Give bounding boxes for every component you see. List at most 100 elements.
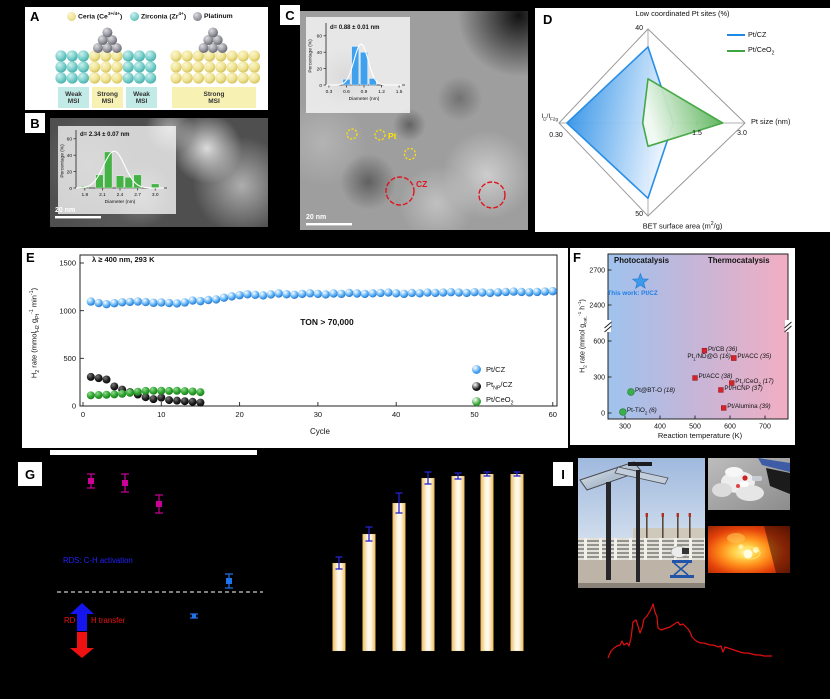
- thermo-point-label-3: Pt/ACC (38): [698, 372, 733, 380]
- y-tick-label: 0: [69, 186, 72, 192]
- data-point-PtCeO2: [157, 386, 166, 395]
- data-point-PtCZ: [211, 295, 221, 304]
- zirconia-atom: [122, 61, 134, 73]
- ceria-atom: [111, 72, 123, 84]
- zirconia-atom: [145, 61, 157, 73]
- data-point-PtNPCZ: [110, 382, 119, 391]
- legend-marker-icon: [472, 381, 481, 391]
- sky: [578, 458, 705, 538]
- axis-break-slash: [604, 325, 612, 333]
- zirconia-atom: [55, 61, 67, 73]
- axis-break-mask: [605, 320, 611, 332]
- railing-post: [584, 538, 587, 560]
- histogram-bar: [116, 175, 125, 189]
- bar: [421, 477, 435, 652]
- data-point-PtCZ: [251, 290, 260, 300]
- data-point-PtCeO2: [133, 387, 142, 396]
- cz-annotation: CZ: [416, 179, 427, 189]
- data-point-PtCZ: [313, 289, 323, 299]
- data-point-PtNPCZ: [141, 393, 150, 402]
- ceria-atom: [100, 61, 112, 73]
- bar: [480, 473, 494, 652]
- panel-b-labelbox: B: [25, 113, 45, 133]
- histogram-bar: [342, 79, 351, 86]
- panel-b-label: B: [30, 115, 40, 131]
- panel-g-label: G: [24, 466, 36, 482]
- legend-item-ceria: Ceria (Ce3+/4+): [67, 12, 122, 21]
- zirconia-atom: [77, 72, 89, 84]
- bar: [332, 562, 346, 652]
- platinum-sphere-icon: [193, 12, 202, 21]
- data-point-PtCZ: [117, 298, 127, 307]
- y-tick-label: 40: [67, 153, 73, 159]
- ceria-atom: [100, 72, 112, 84]
- platinum-cluster-atom: [217, 43, 228, 53]
- y-tick-label: 2700: [589, 267, 605, 274]
- zirconia-atom: [66, 61, 78, 73]
- ceria-sphere-icon: [67, 12, 76, 21]
- support-post: [606, 482, 611, 580]
- data-point-PtCZ: [243, 290, 252, 299]
- platinum-cluster-atom: [208, 43, 218, 53]
- railing-post: [614, 538, 617, 560]
- data-point-PtCZ: [478, 288, 487, 297]
- railing-post: [644, 538, 647, 560]
- x-tick-label: 20: [235, 410, 243, 419]
- data-point-PtCZ: [86, 297, 96, 306]
- bar: [451, 475, 465, 652]
- data-point-PtCeO2: [118, 389, 127, 398]
- pt-cluster-circle: [346, 128, 358, 140]
- thermo-data-point: [729, 380, 735, 386]
- data-point-PtCZ: [290, 290, 299, 300]
- inset-title: d= 2.34 ± 0.07 nm: [80, 132, 130, 138]
- panel-b-scalebar: 20 nm: [55, 207, 101, 219]
- x-tick-label: 500: [689, 424, 701, 431]
- panel-c-annotations: 20 nm Pt CZ: [306, 128, 506, 226]
- histogram-bar: [351, 46, 360, 86]
- data-point-PtCZ: [141, 297, 150, 307]
- foil-highlight: [725, 467, 743, 477]
- data-point-PtCeO2: [196, 388, 205, 397]
- histogram-bar: [124, 177, 133, 189]
- foil-highlight: [739, 481, 749, 487]
- panel-i-spectrum-curve: [607, 603, 772, 659]
- gaussian-fit-curve: [326, 43, 402, 86]
- radar-left-tick: 0.30: [549, 132, 563, 139]
- panel-b-histogram-inset: 0 20 40 60 1.8 2.1 2.4 2.7 3.0 d= 2.34 ± 0.07 nm P…: [58, 126, 176, 214]
- radar-bottom-axis-label: BET surface area (m2/g): [642, 221, 723, 231]
- panel-e-scatter-chart: 0 10 20 30 40 50 60 0 500 1000 1500: [59, 254, 558, 419]
- data-point-PtCZ: [352, 289, 362, 298]
- panel-g-energy-diagram: [50, 450, 263, 658]
- data-point-PtCZ: [470, 287, 479, 297]
- radar-right-mid-tick: 1.5: [692, 130, 702, 137]
- pole-tip: [676, 513, 679, 517]
- data-point-PtCZ: [376, 288, 385, 298]
- panel-g-labelbox: G: [18, 462, 42, 486]
- ceria-atom: [226, 61, 238, 73]
- ceria-atom: [204, 61, 216, 73]
- y-tick-label: 1000: [59, 306, 76, 315]
- zirconia-atom: [77, 61, 89, 73]
- data-point-PtCZ: [298, 289, 307, 299]
- zirconia-atom: [77, 50, 89, 62]
- panel-f-xlabel: Reaction temperature (K): [657, 431, 743, 440]
- axis-break-mask: [785, 320, 791, 332]
- panel-e-legend-item-2: Pt/CeO2: [472, 396, 514, 407]
- camera-box: [682, 548, 689, 554]
- glow-blob: [727, 533, 745, 543]
- msi-label: Weak MSI: [126, 87, 157, 108]
- platinum-cluster-atom: [198, 43, 209, 53]
- radar-legend-item-0: Pt/CZ: [727, 31, 766, 39]
- pole: [662, 516, 664, 538]
- data-point-PtCZ: [180, 298, 189, 307]
- pt-cluster-circle: [374, 129, 386, 141]
- cz-circle: [478, 181, 506, 209]
- zirconia-atom: [122, 50, 134, 62]
- data-point-PtCeO2: [149, 386, 158, 395]
- x-tick-label: 30: [314, 410, 322, 419]
- data-point-PtCZ: [274, 289, 283, 298]
- inset-background: [58, 126, 176, 214]
- pt-cluster-circle: [403, 147, 417, 161]
- inset-xlabel: Diameter (nm): [349, 96, 380, 102]
- data-point-PtCZ: [110, 299, 119, 308]
